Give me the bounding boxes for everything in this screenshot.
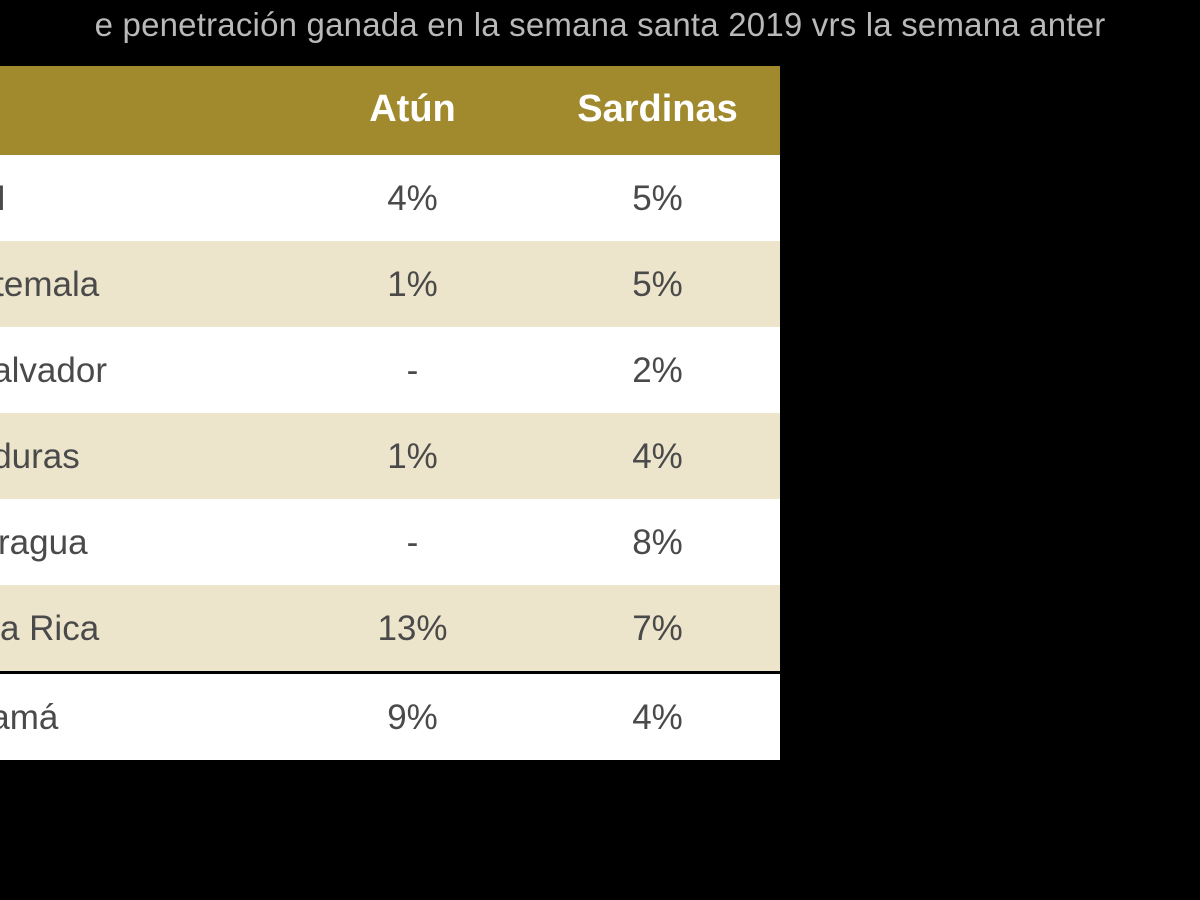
- cell-sardinas: 4%: [535, 673, 780, 762]
- penetration-table: Atún Sardinas CAM 4% 5% Guatemala 1% 5% …: [0, 66, 780, 763]
- col-header-sardinas: Sardinas: [535, 66, 780, 155]
- table-row: El Salvador - 2%: [0, 327, 780, 413]
- cell-atun: 4%: [290, 155, 535, 241]
- row-name: Nicaragua: [0, 499, 290, 585]
- cell-sardinas: 2%: [535, 327, 780, 413]
- table-row: Honduras 1% 4%: [0, 413, 780, 499]
- cell-atun: -: [290, 327, 535, 413]
- page-title: e penetración ganada en la semana santa …: [0, 0, 1200, 66]
- cell-sardinas: 5%: [535, 155, 780, 241]
- table-row: Guatemala 1% 5%: [0, 241, 780, 327]
- col-header-atun: Atún: [290, 66, 535, 155]
- row-name: Costa Rica: [0, 585, 290, 673]
- cell-atun: 1%: [290, 241, 535, 327]
- page-background: [0, 763, 1200, 900]
- cell-sardinas: 8%: [535, 499, 780, 585]
- row-name: Panamá: [0, 673, 290, 762]
- table-row: Costa Rica 13% 7%: [0, 585, 780, 673]
- table-header-row: Atún Sardinas: [0, 66, 780, 155]
- cell-atun: 13%: [290, 585, 535, 673]
- table-row: Panamá 9% 4%: [0, 673, 780, 762]
- table-row: CAM 4% 5%: [0, 155, 780, 241]
- cell-sardinas: 5%: [535, 241, 780, 327]
- row-name: El Salvador: [0, 327, 290, 413]
- row-name: Honduras: [0, 413, 290, 499]
- row-name: CAM: [0, 155, 290, 241]
- cell-atun: 1%: [290, 413, 535, 499]
- col-header-blank: [0, 66, 290, 155]
- cell-sardinas: 4%: [535, 413, 780, 499]
- cell-atun: -: [290, 499, 535, 585]
- row-name: Guatemala: [0, 241, 290, 327]
- cell-sardinas: 7%: [535, 585, 780, 673]
- table-row: Nicaragua - 8%: [0, 499, 780, 585]
- cell-atun: 9%: [290, 673, 535, 762]
